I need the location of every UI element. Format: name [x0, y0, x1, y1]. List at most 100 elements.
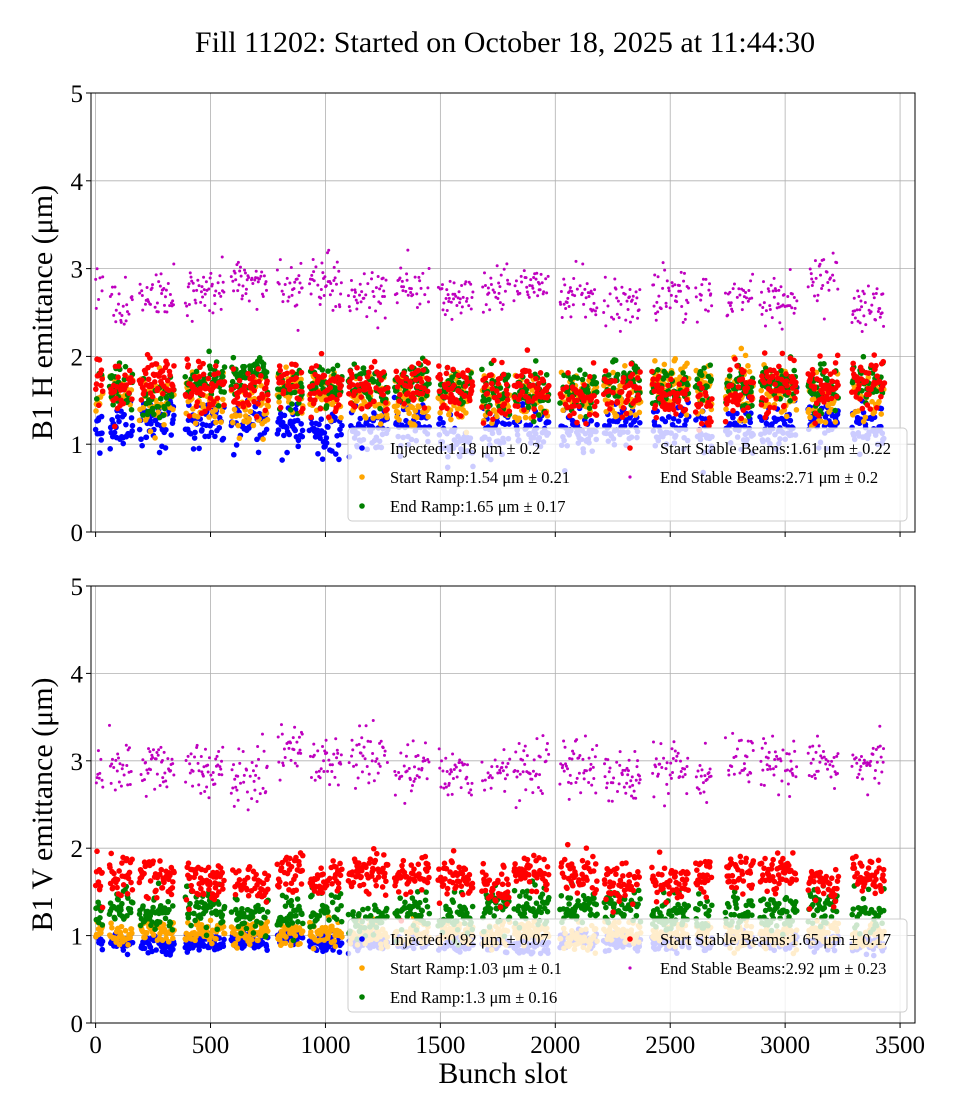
- data-point: [461, 295, 465, 299]
- data-point: [384, 414, 390, 421]
- data-point: [401, 289, 405, 293]
- data-point: [457, 413, 464, 419]
- data-point: [255, 400, 261, 407]
- data-point: [247, 275, 251, 279]
- data-point: [192, 420, 199, 427]
- data-point: [111, 429, 118, 436]
- data-point: [822, 419, 829, 426]
- data-point: [264, 378, 270, 384]
- data-point: [729, 301, 733, 305]
- data-point: [153, 947, 159, 953]
- data-point: [298, 369, 305, 376]
- data-point: [289, 265, 293, 269]
- data-point: [116, 302, 120, 306]
- data-point: [194, 399, 201, 405]
- data-point: [406, 248, 410, 252]
- data-point: [544, 277, 548, 281]
- data-point: [722, 418, 729, 425]
- data-point: [122, 322, 126, 326]
- data-point: [115, 363, 122, 369]
- data-point: [653, 273, 657, 277]
- data-point: [214, 395, 221, 402]
- data-point: [832, 407, 839, 414]
- data-point: [810, 371, 816, 377]
- data-point: [588, 417, 595, 424]
- data-point: [593, 380, 600, 386]
- data-point: [785, 389, 792, 396]
- data-point: [362, 296, 366, 300]
- data-point: [867, 406, 874, 412]
- data-point: [673, 411, 679, 417]
- data-point: [167, 372, 173, 379]
- data-point: [758, 401, 765, 408]
- data-point: [129, 930, 135, 937]
- data-point: [790, 292, 794, 296]
- data-point: [537, 370, 544, 376]
- data-point: [694, 286, 698, 290]
- data-point: [448, 416, 454, 423]
- data-point: [264, 280, 268, 284]
- data-point: [212, 433, 218, 440]
- data-point: [657, 294, 661, 298]
- data-point: [590, 360, 597, 366]
- data-point: [216, 281, 220, 285]
- data-point: [758, 387, 765, 394]
- data-point: [764, 309, 768, 313]
- data-point: [239, 274, 243, 278]
- data-point: [236, 377, 243, 384]
- data-point: [143, 302, 147, 306]
- data-point: [856, 382, 862, 388]
- data-point: [828, 276, 832, 280]
- data-point: [628, 320, 632, 324]
- data-point: [263, 426, 270, 433]
- data-point: [244, 287, 248, 291]
- data-point: [860, 353, 867, 360]
- data-point: [831, 251, 835, 255]
- data-point: [166, 281, 170, 285]
- data-point: [256, 280, 260, 284]
- data-point: [150, 411, 157, 418]
- data-point: [171, 941, 177, 947]
- legend-marker: [359, 503, 365, 509]
- data-point: [779, 285, 783, 289]
- data-point: [339, 281, 343, 285]
- data-point: [206, 348, 212, 355]
- data-point: [807, 414, 813, 421]
- data-point: [322, 294, 326, 298]
- data-point: [738, 415, 745, 422]
- data-point: [98, 437, 105, 443]
- data-point: [527, 422, 534, 428]
- data-point: [571, 303, 575, 307]
- data-point: [574, 375, 581, 381]
- data-point: [194, 414, 201, 420]
- data-point: [312, 270, 316, 274]
- data-point: [544, 393, 551, 400]
- data-point: [280, 289, 284, 293]
- data-point: [479, 366, 485, 373]
- data-point: [235, 422, 241, 429]
- data-point: [812, 420, 818, 427]
- data-point: [98, 382, 104, 389]
- data-point: [275, 427, 282, 433]
- data-point: [286, 299, 290, 303]
- data-point: [324, 284, 328, 288]
- data-point: [99, 376, 105, 382]
- data-point: [230, 366, 237, 372]
- data-point: [141, 308, 145, 312]
- data-point: [707, 403, 714, 409]
- data-point: [125, 942, 131, 948]
- data-point: [656, 310, 660, 314]
- data-point: [741, 300, 745, 304]
- data-point: [254, 436, 260, 443]
- data-point: [452, 281, 456, 285]
- data-point: [333, 451, 339, 457]
- data-point: [357, 375, 363, 382]
- data-point: [260, 394, 266, 400]
- data-point: [608, 399, 615, 406]
- data-point: [873, 404, 880, 411]
- data-point: [680, 304, 684, 308]
- data-point: [294, 383, 300, 389]
- data-point: [418, 279, 422, 283]
- data-point: [773, 395, 780, 401]
- data-point: [215, 402, 222, 409]
